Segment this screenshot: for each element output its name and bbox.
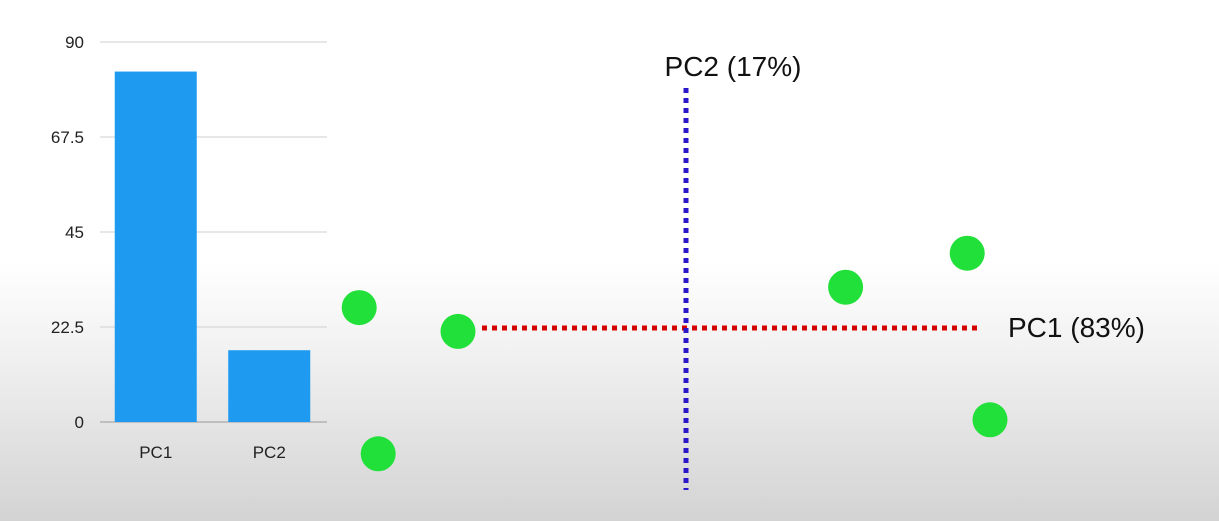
scatter-point [341,290,377,326]
bar-y-tick-label: 22.5 [51,318,84,337]
bar-category-label: PC1 [139,443,172,462]
bar-bars [114,71,311,423]
bar-y-tick-label: 67.5 [51,128,84,147]
scatter-point [360,436,396,472]
bar-category-label: PC2 [253,443,286,462]
bar-y-tick-labels: 0 22.5 45 67.5 90 [51,33,84,432]
scatter-point [828,269,864,305]
bar-y-tick-label: 0 [75,413,84,432]
scatter-point [949,235,985,271]
scatter-point [972,402,1008,438]
scatter-points [341,235,1008,472]
pc1-axis-label: PC1 (83%) [1008,312,1145,343]
bar-category-labels: PC1 PC2 [139,443,286,462]
bar-y-tick-label: 90 [65,33,84,52]
bar-chart: 0 22.5 45 67.5 90 PC1 PC2 [51,33,327,462]
pc2-axis-label: PC2 (17%) [665,51,802,82]
bar-pc2 [228,350,311,422]
bar-pc1 [114,71,197,423]
scatter-chart: PC2 (17%) PC1 (83%) [341,51,1145,490]
bar-y-tick-label: 45 [65,223,84,242]
scatter-point [440,313,476,349]
